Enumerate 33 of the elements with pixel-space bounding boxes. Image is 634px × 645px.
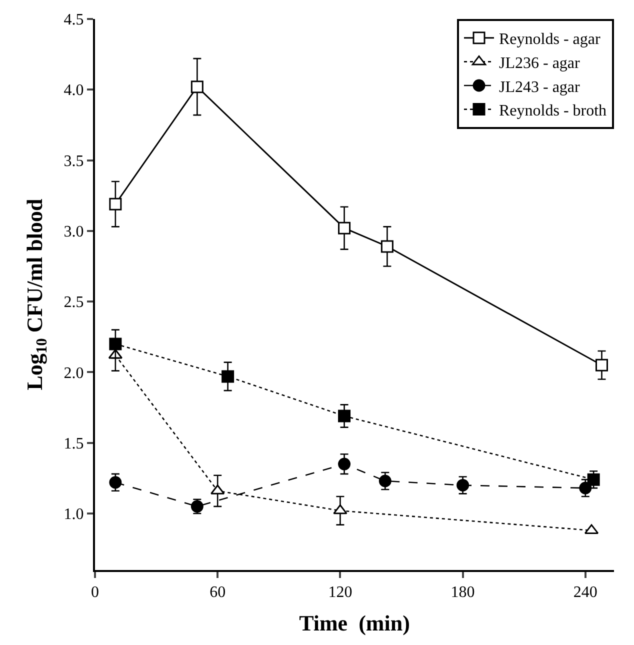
point [595,358,608,372]
legend-label: Reynolds - agar [499,31,601,48]
legend-label: Reynolds - broth [499,102,607,120]
point [333,504,348,514]
x-tick-label: 0 [91,584,99,602]
point [338,410,351,422]
y-tick-label: 2.0 [64,364,84,382]
y-tick-label: 4.5 [64,12,84,29]
point [456,478,470,492]
y-tick-label: 3.0 [64,224,84,241]
x-axis-title: Time (min) [299,610,410,636]
y-tick-label: 1.0 [64,506,84,524]
legend-label: JL236 - agar [499,54,581,72]
x-tick-label: 60 [210,584,226,602]
point [338,458,351,470]
point [587,473,600,486]
point [109,338,122,350]
x-tick-label: 120 [328,584,352,602]
point [378,474,392,488]
x-tick-label: 180 [450,584,475,602]
x-tick-label: 240 [573,584,598,602]
y-tick-label: 2.5 [64,294,84,312]
point [109,476,122,489]
point [338,222,351,234]
legend-label: JL243 - agar [499,78,581,96]
y-tick-label: 4.0 [64,82,84,100]
point [190,80,204,94]
point [109,198,122,210]
point [380,240,394,253]
y-tick-label: 3.5 [64,152,84,170]
point [579,482,592,494]
point [222,370,234,383]
y-tick-label: 1.5 [64,435,84,452]
